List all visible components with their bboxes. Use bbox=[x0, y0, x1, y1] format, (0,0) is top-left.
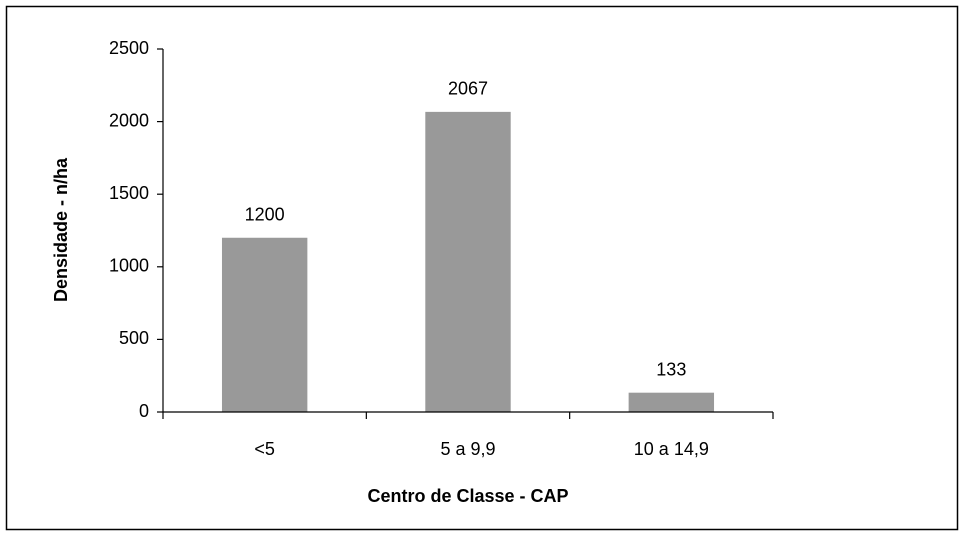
y-tick-label: 1000 bbox=[109, 256, 149, 276]
data-label: 133 bbox=[656, 359, 686, 379]
x-tick-label: 5 a 9,9 bbox=[440, 439, 495, 459]
x-tick-label: 10 a 14,9 bbox=[634, 439, 709, 459]
bar bbox=[628, 392, 715, 412]
y-tick-label: 1500 bbox=[109, 183, 149, 203]
data-label: 1200 bbox=[245, 205, 285, 225]
bar bbox=[425, 111, 511, 413]
data-label: 2067 bbox=[448, 79, 488, 99]
x-axis-label: Centro de Classe - CAP bbox=[367, 486, 568, 506]
y-tick-label: 500 bbox=[119, 328, 149, 348]
x-tick-label: <5 bbox=[254, 439, 275, 459]
y-axis-label: Densidade - n/ha bbox=[51, 157, 71, 302]
y-tick-label: 2000 bbox=[109, 110, 149, 130]
bar bbox=[221, 237, 308, 412]
y-tick-label: 2500 bbox=[109, 38, 149, 58]
y-tick-label: 0 bbox=[139, 401, 149, 421]
